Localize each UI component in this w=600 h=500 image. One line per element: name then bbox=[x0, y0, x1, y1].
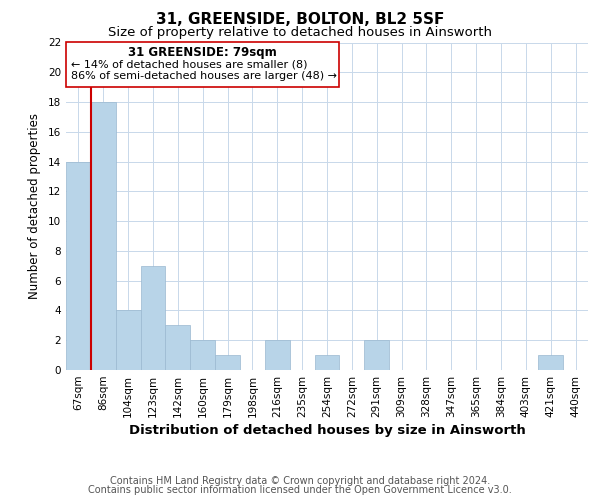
Bar bbox=[265, 340, 290, 370]
X-axis label: Distribution of detached houses by size in Ainsworth: Distribution of detached houses by size … bbox=[128, 424, 526, 437]
Bar bbox=[166, 326, 190, 370]
Text: Contains public sector information licensed under the Open Government Licence v3: Contains public sector information licen… bbox=[88, 485, 512, 495]
Bar bbox=[66, 162, 91, 370]
Text: ← 14% of detached houses are smaller (8): ← 14% of detached houses are smaller (8) bbox=[71, 59, 307, 69]
Bar bbox=[190, 340, 215, 370]
Text: 31 GREENSIDE: 79sqm: 31 GREENSIDE: 79sqm bbox=[128, 46, 277, 60]
Bar bbox=[66, 42, 340, 87]
Bar bbox=[140, 266, 166, 370]
Bar bbox=[91, 102, 116, 370]
Text: Contains HM Land Registry data © Crown copyright and database right 2024.: Contains HM Land Registry data © Crown c… bbox=[110, 476, 490, 486]
Text: 31, GREENSIDE, BOLTON, BL2 5SF: 31, GREENSIDE, BOLTON, BL2 5SF bbox=[156, 12, 444, 28]
Text: 86% of semi-detached houses are larger (48) →: 86% of semi-detached houses are larger (… bbox=[71, 71, 337, 81]
Bar bbox=[364, 340, 389, 370]
Y-axis label: Number of detached properties: Number of detached properties bbox=[28, 114, 41, 299]
Bar bbox=[215, 355, 240, 370]
Bar bbox=[538, 355, 563, 370]
Bar bbox=[314, 355, 340, 370]
Bar bbox=[116, 310, 140, 370]
Text: Size of property relative to detached houses in Ainsworth: Size of property relative to detached ho… bbox=[108, 26, 492, 39]
